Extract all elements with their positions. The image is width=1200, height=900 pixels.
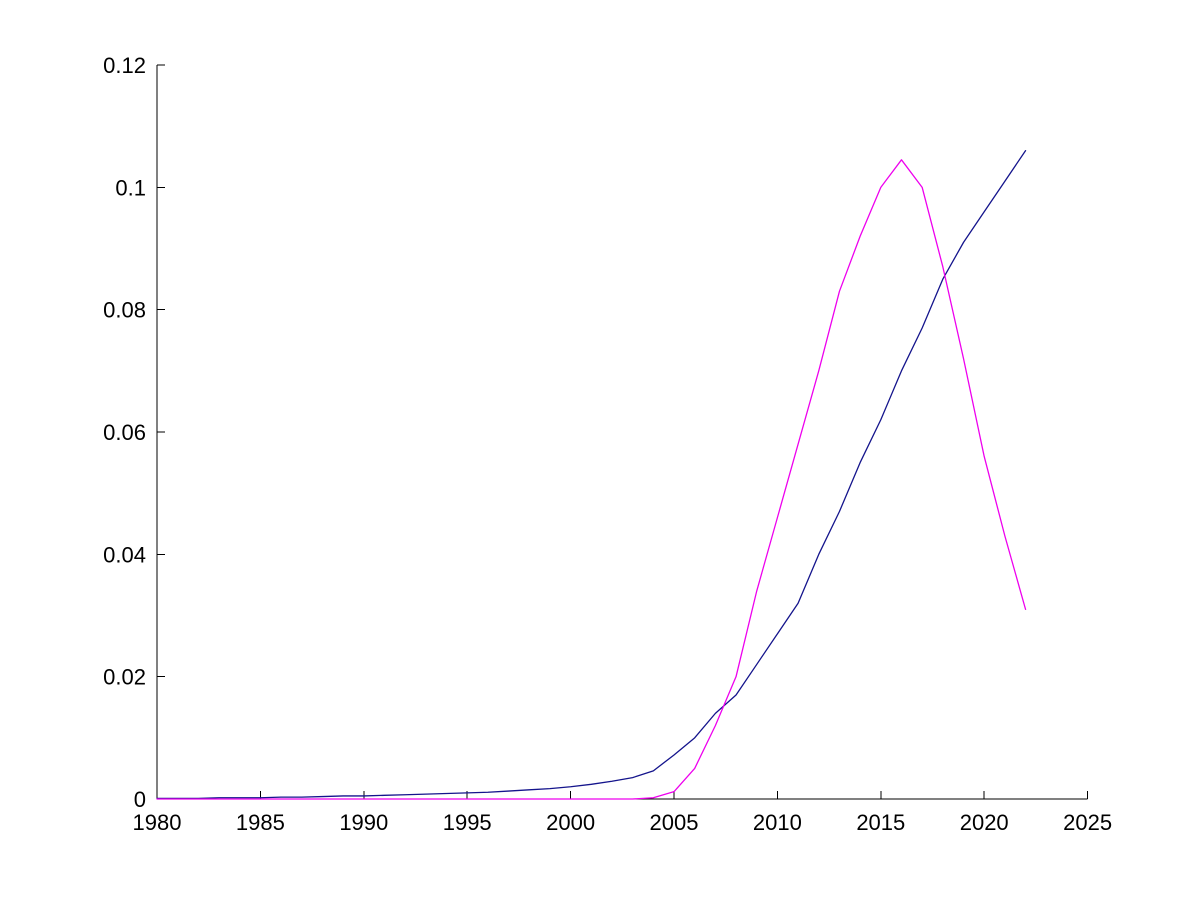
x-tick-label: 2020 xyxy=(960,810,1009,835)
y-tick-label: 0.12 xyxy=(103,53,146,78)
x-tick-label: 2005 xyxy=(650,810,699,835)
x-tick-label: 1980 xyxy=(133,810,182,835)
y-tick-label: 0.06 xyxy=(103,420,146,445)
x-tick-label: 2025 xyxy=(1063,810,1112,835)
x-tick-label: 1995 xyxy=(443,810,492,835)
y-tick-label: 0.08 xyxy=(103,298,146,323)
x-tick-label: 2015 xyxy=(856,810,905,835)
series-line-magenta-peak xyxy=(156,159,1027,800)
y-tick-label: 0.1 xyxy=(115,175,146,200)
y-tick-label: 0.02 xyxy=(103,665,146,690)
x-tick-label: 1985 xyxy=(236,810,285,835)
series-line-dark-blue-sigmoid xyxy=(156,149,1027,800)
x-tick-label: 2000 xyxy=(546,810,595,835)
x-tick-label: 2010 xyxy=(753,810,802,835)
x-tick-label: 1990 xyxy=(339,810,388,835)
y-tick-label: 0 xyxy=(134,787,146,812)
y-tick-label: 0.04 xyxy=(103,542,146,567)
